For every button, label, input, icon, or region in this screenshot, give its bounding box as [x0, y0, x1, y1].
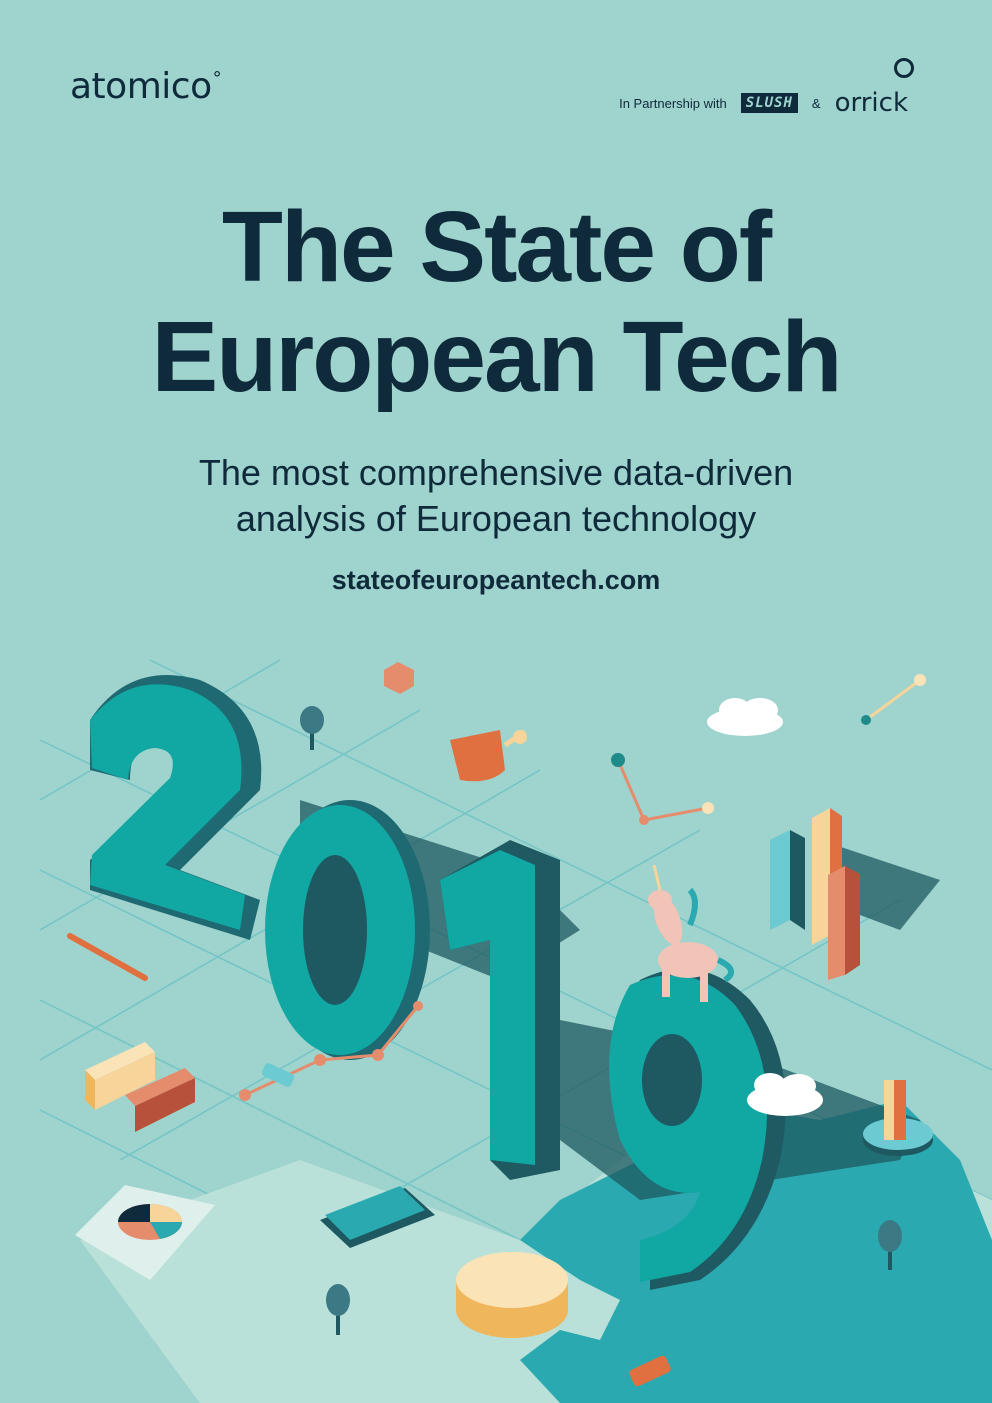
pie-chart-sheet — [75, 1185, 215, 1280]
isometric-illustration — [39, 659, 992, 1403]
car-small — [261, 1063, 295, 1087]
stacked-blocks — [85, 1042, 195, 1132]
year-2019 — [90, 675, 786, 1290]
watering-can — [450, 729, 527, 782]
tree-bottom — [326, 1284, 350, 1335]
pointer-stick — [865, 678, 921, 722]
digit-9 — [609, 968, 786, 1290]
tree-top — [300, 706, 324, 750]
partnership-label: In Partnership with — [619, 95, 727, 111]
pie-stack — [863, 1080, 933, 1156]
car-red — [629, 1355, 671, 1387]
subtitle-line-2: analysis of European technology — [235, 498, 757, 539]
cloud-right — [747, 1073, 823, 1116]
pointer-start — [861, 715, 871, 725]
subtitle: The most comprehensive data-driven analy… — [0, 450, 992, 542]
subtitle-line-1: The most comprehensive data-driven — [198, 452, 794, 493]
pencil — [67, 933, 148, 981]
title-line-2: European Tech — [151, 301, 843, 413]
logo-dot: ° — [212, 68, 222, 89]
cheese — [456, 1252, 568, 1338]
unicorn — [648, 864, 735, 1002]
digit-2 — [90, 675, 262, 940]
title-line-1: The State of — [221, 191, 772, 303]
logo-text: atomico — [70, 66, 212, 107]
partnership-bar: In Partnership with SLUSH & orrick — [619, 58, 914, 118]
cloud-top — [707, 698, 783, 736]
orrick-logo-text: orrick — [834, 88, 908, 118]
digit-1 — [440, 840, 560, 1180]
page-title: The State of European Tech — [0, 192, 992, 412]
small-cube — [384, 662, 414, 694]
website-link[interactable]: stateofeuropeantech.com — [331, 565, 661, 595]
digit-0 — [265, 800, 430, 1060]
orrick-ring-icon — [894, 58, 914, 78]
ampersand: & — [811, 95, 821, 111]
atomico-logo: atomico° — [70, 66, 222, 107]
bar-chart-3d — [770, 808, 860, 980]
tree-right — [878, 1220, 902, 1270]
slush-logo: SLUSH — [740, 93, 798, 113]
pointer-end — [914, 674, 926, 686]
orrick-logo: orrick — [834, 58, 914, 118]
calculator — [320, 1186, 435, 1248]
